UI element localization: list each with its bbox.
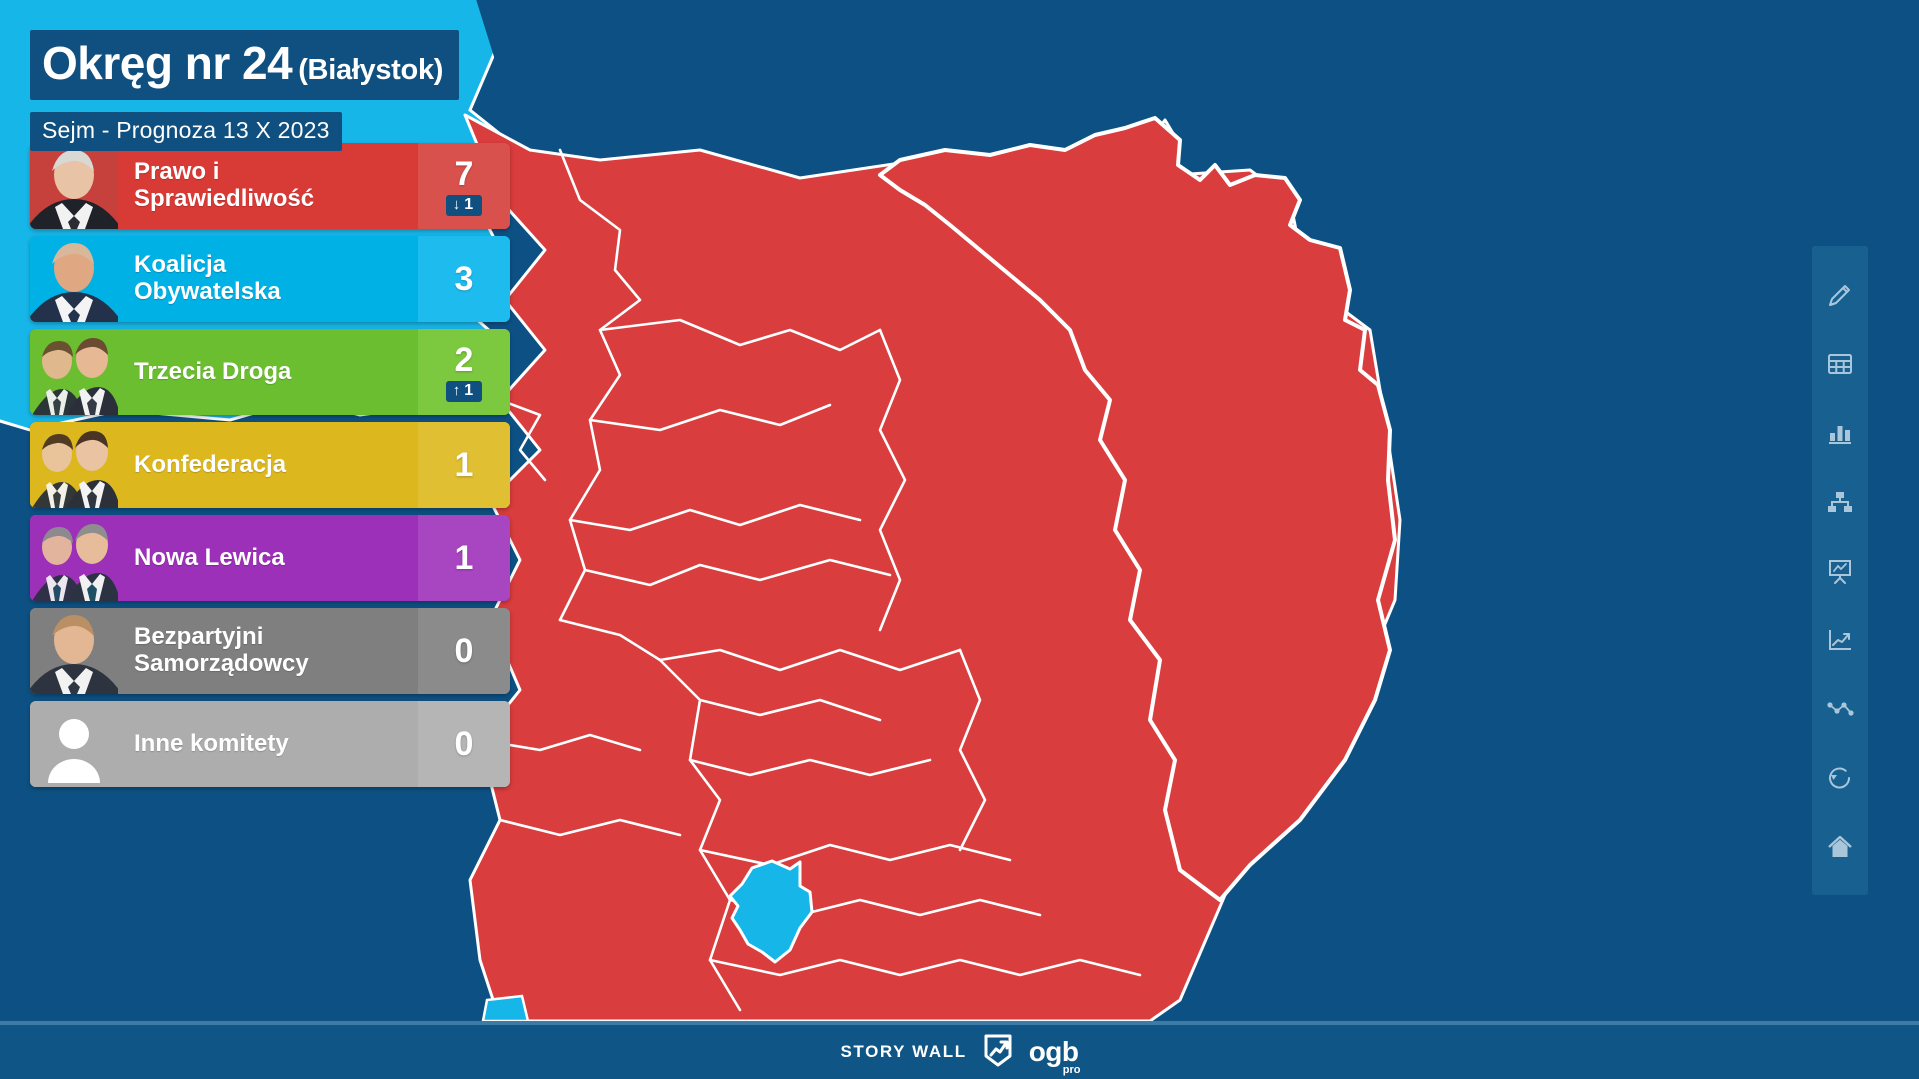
party-seat-cell: 1 — [418, 515, 510, 601]
party-seat-cell: 0 — [418, 701, 510, 787]
party-row[interactable]: Inne komitety 0 — [30, 701, 510, 787]
footer-bar: STORY WALL ogb pro — [0, 1021, 1919, 1079]
party-name: Prawo i Sprawiedliwość — [134, 158, 315, 212]
party-name: Nowa Lewica — [134, 543, 285, 571]
party-results-list: Prawo i Sprawiedliwość 7 ↓ 1 Koalicja Obywatel… — [30, 143, 510, 794]
map-region-warszawa-highlight[interactable] — [728, 859, 814, 964]
toolbar-button-refresh[interactable] — [1812, 743, 1868, 812]
party-name-cell: Konfederacja — [118, 422, 418, 508]
party-seat-cell: 2 ↑ 1 — [418, 329, 510, 415]
toolbar-button-line-chart[interactable] — [1812, 605, 1868, 674]
party-seat-cell: 7 ↓ 1 — [418, 143, 510, 229]
down-arrow-icon: ↓ — [452, 196, 461, 213]
seat-change-value: 1 — [464, 381, 474, 399]
poland-election-map[interactable] — [0, 0, 1919, 1021]
maciejewski-portrait — [30, 608, 118, 694]
brand-label: ogb pro — [1028, 1036, 1081, 1076]
party-row[interactable]: Prawo i Sprawiedliwość 7 ↓ 1 — [30, 143, 510, 229]
page-title: Okręg nr 24 (Białystok) — [30, 30, 460, 100]
party-seat-count: 0 — [454, 725, 474, 763]
party-name: Konfederacja — [134, 450, 287, 478]
toolbar-button-pencil[interactable] — [1812, 260, 1868, 329]
subtitle-text: Sejm - Prognoza 13 X 2023 — [42, 117, 330, 143]
home-icon — [1828, 835, 1852, 857]
party-seat-cell: 3 — [418, 236, 510, 322]
brand-suffix: pro — [1062, 1064, 1081, 1076]
org-chart-icon — [1828, 491, 1852, 512]
seat-change-badge-down: ↓ 1 — [445, 194, 483, 216]
party-seat-cell: 0 — [418, 608, 510, 694]
ogb-logo-icon — [981, 1033, 1015, 1072]
party-name-cell: Bezpartyjni Samorządowcy — [118, 608, 418, 694]
party-seat-count: 0 — [454, 632, 474, 670]
table-icon — [1828, 353, 1852, 374]
toolbar-button-org-chart[interactable] — [1812, 467, 1868, 536]
generic-person-icon — [30, 701, 118, 787]
seat-change-badge-up: ↑ 1 — [445, 380, 483, 402]
party-name: Inne komitety — [134, 729, 289, 757]
party-name: Koalicja Obywatelska — [134, 251, 281, 305]
party-seat-count: 3 — [454, 260, 474, 298]
page-subtitle: Sejm - Prognoza 13 X 2023 — [30, 112, 342, 151]
party-name-cell: Prawo i Sprawiedliwość — [118, 143, 418, 229]
presentation-icon — [1829, 559, 1851, 584]
mentzen-bosak-portrait — [30, 422, 118, 508]
story-wall-label: STORY WALL — [840, 1042, 967, 1061]
party-seat-count: 1 — [454, 539, 474, 577]
party-row[interactable]: Nowa Lewica 1 — [30, 515, 510, 601]
map-svg — [0, 0, 1402, 1021]
toolbar-button-table[interactable] — [1812, 329, 1868, 398]
up-arrow-icon: ↑ — [452, 382, 461, 399]
refresh-icon — [1829, 767, 1850, 788]
district-title: Okręg nr 24 — [42, 37, 293, 89]
scatter-line-icon — [1827, 701, 1854, 716]
party-name-cell: Trzecia Droga — [118, 329, 418, 415]
party-seat-count: 7 — [454, 154, 474, 193]
holownia-kosiniak-portrait — [30, 329, 118, 415]
party-name-cell: Koalicja Obywatelska — [118, 236, 418, 322]
bar-chart-icon — [1829, 425, 1851, 444]
party-seat-count: 1 — [454, 446, 474, 484]
tusk-portrait — [30, 236, 118, 322]
pencil-icon — [1829, 284, 1850, 306]
toolbar-button-presentation[interactable] — [1812, 536, 1868, 605]
district-city: (Białystok) — [298, 54, 444, 86]
seat-change-value: 1 — [464, 195, 474, 213]
party-name-cell: Inne komitety — [118, 701, 418, 787]
toolbar-button-home[interactable] — [1812, 812, 1868, 881]
party-seat-count: 2 — [454, 340, 474, 379]
toolbar-button-bar-chart[interactable] — [1812, 398, 1868, 467]
czarzasty-biedron-portrait — [30, 515, 118, 601]
party-name-cell: Nowa Lewica — [118, 515, 418, 601]
kaczynski-portrait — [30, 143, 118, 229]
party-row[interactable]: Trzecia Droga 2 ↑ 1 — [30, 329, 510, 415]
party-row[interactable]: Konfederacja 1 — [30, 422, 510, 508]
brand-name: ogb — [1028, 1036, 1079, 1067]
slide-header: Okręg nr 24 (Białystok) Sejm - Prognoza 1… — [30, 30, 460, 151]
map-region-district-24[interactable] — [878, 116, 1397, 902]
party-row[interactable]: Koalicja Obywatelska 3 — [30, 236, 510, 322]
line-chart-icon — [1829, 629, 1851, 650]
right-toolbar — [1812, 246, 1868, 895]
toolbar-button-scatter-line[interactable] — [1812, 674, 1868, 743]
party-name: Trzecia Droga — [134, 357, 292, 385]
party-name: Bezpartyjni Samorządowcy — [134, 623, 309, 677]
map-region-small-blue-south[interactable] — [481, 994, 530, 1021]
party-seat-cell: 1 — [418, 422, 510, 508]
party-row[interactable]: Bezpartyjni Samorządowcy 0 — [30, 608, 510, 694]
